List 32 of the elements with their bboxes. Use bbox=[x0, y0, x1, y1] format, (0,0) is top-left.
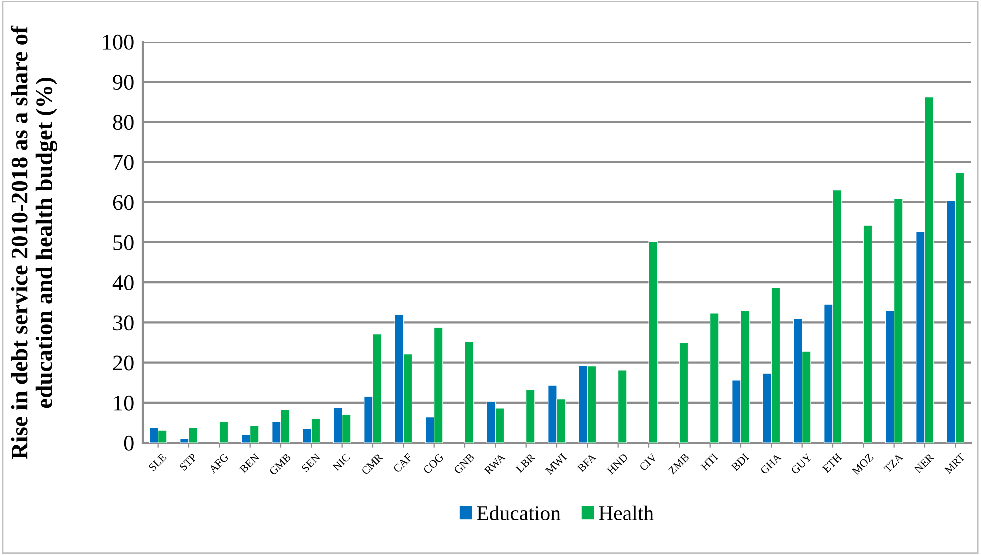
y-tick-label: 50 bbox=[114, 235, 134, 250]
x-tick-label: BDI bbox=[731, 453, 750, 472]
x-tick-label: CIV bbox=[639, 453, 658, 472]
bar bbox=[710, 313, 720, 443]
y-tick-label: 0 bbox=[124, 436, 134, 451]
y-axis-title: Rise in debt service 2010-2018 as a share of education and health budget (%) bbox=[10, 26, 58, 460]
x-tick-label: GHA bbox=[760, 453, 782, 475]
bar bbox=[679, 342, 689, 443]
y-tick-label: 20 bbox=[113, 356, 134, 371]
y-tick-label: 80 bbox=[113, 115, 134, 130]
y-tick-label: 60 bbox=[113, 195, 134, 210]
x-tick-label: BFA bbox=[577, 453, 597, 473]
y-tick-label: 100 bbox=[103, 34, 134, 50]
x-tick-label: SLE bbox=[148, 453, 167, 472]
y-tick-label: 90 bbox=[113, 75, 134, 90]
x-tick-label: TZA bbox=[884, 453, 904, 474]
legend-label: Health bbox=[599, 506, 654, 521]
x-tick-label: STP bbox=[179, 453, 198, 472]
x-tick-label: HTI bbox=[700, 453, 718, 472]
y-tick-label: 30 bbox=[114, 316, 134, 331]
y-tick-label: 70 bbox=[114, 155, 134, 170]
legend-label: Education bbox=[477, 506, 561, 521]
bar bbox=[648, 241, 658, 443]
y-tick-label: 40 bbox=[112, 276, 134, 291]
y-tick-label: 10 bbox=[114, 396, 134, 411]
bar bbox=[863, 225, 873, 443]
x-tick-label: CAF bbox=[393, 453, 413, 474]
bar bbox=[618, 370, 628, 443]
x-tick-label: NIC bbox=[332, 453, 351, 472]
bar bbox=[464, 342, 474, 443]
bar bbox=[526, 390, 536, 443]
bar bbox=[219, 422, 229, 443]
